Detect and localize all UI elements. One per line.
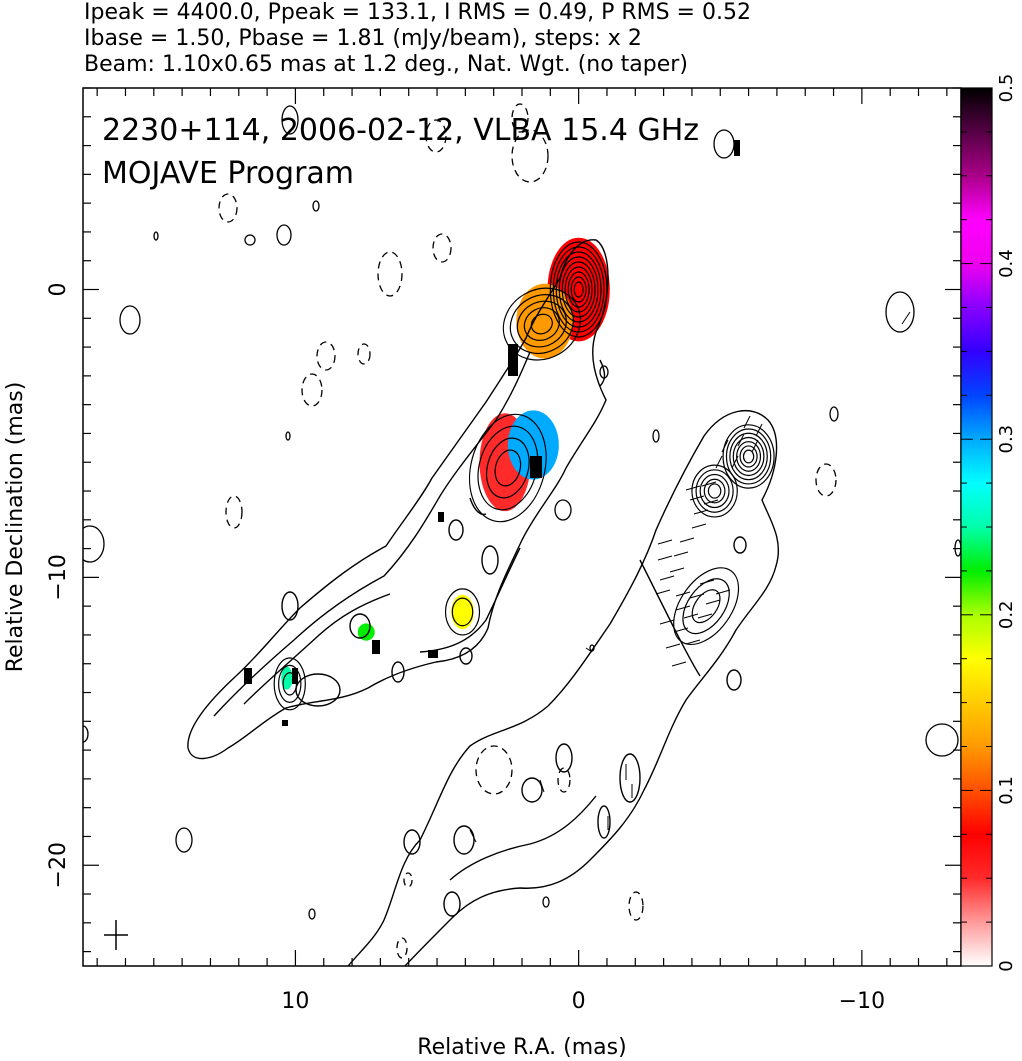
colorbar-labels: 0 0.1 0.2 0.3 0.4 0.5 <box>996 74 1017 972</box>
contour-level <box>494 449 522 487</box>
plot-title: 2230+114, 2006-02-12, VLBA 15.4 GHz <box>102 113 699 148</box>
contour-level <box>703 478 726 504</box>
contour-level <box>725 428 772 485</box>
contour-level <box>502 287 581 361</box>
plot-frame <box>82 87 962 967</box>
polarization-edge-pixel-3 <box>244 668 252 684</box>
polarization-image <box>244 140 740 726</box>
contour-level <box>691 589 721 624</box>
contour-level <box>699 473 730 509</box>
colorbar-tick-label: 0.2 <box>996 600 1017 629</box>
y-tick-label: 0 <box>46 283 71 297</box>
contour-level <box>516 300 567 348</box>
contour-level <box>695 469 734 513</box>
colorbar-tick-label: 0.3 <box>996 425 1017 454</box>
polarization-edge-pixel-6 <box>428 650 438 658</box>
contour-level <box>739 445 758 468</box>
map-area: 2230+114, 2006-02-12, VLBA 15.4 GHz MOJA… <box>83 103 961 966</box>
contour-level <box>477 425 539 511</box>
source-contours <box>273 241 775 711</box>
colorbar-ticks <box>961 87 992 967</box>
polarization-edge-pixel-1 <box>530 456 542 478</box>
header-line-3: Beam: 1.10x0.65 mas at 1.2 deg., Nat. Wg… <box>84 52 688 77</box>
colorbar-tick-label: 0.1 <box>996 776 1017 805</box>
contour-level <box>691 464 738 518</box>
axis-tick-labels: 10 0 −10 0 −10 −20 <box>46 283 885 1014</box>
contour-level <box>673 567 740 646</box>
colorbar-tick-label: 0.5 <box>996 74 1017 103</box>
contour-level <box>530 313 553 335</box>
contour-level <box>736 441 762 472</box>
contour-level <box>729 432 768 481</box>
contour-level <box>282 672 298 696</box>
plot-subtitle: MOJAVE Program <box>102 156 354 191</box>
contour-source-1 <box>502 287 581 361</box>
contour-level <box>682 578 730 635</box>
x-tick-label: 0 <box>572 989 586 1014</box>
y-tick-label: −20 <box>46 842 71 888</box>
contour-level <box>567 271 590 308</box>
contour-level <box>732 436 765 477</box>
contour-source-0 <box>549 241 608 338</box>
contour-level <box>549 241 608 338</box>
axis-ticks <box>83 87 961 966</box>
y-tick-label: −10 <box>46 554 71 600</box>
contour-level <box>570 276 587 303</box>
polarization-patch-4 <box>451 594 474 630</box>
x-axis-label: Relative R.A. (mas) <box>417 1035 626 1060</box>
header-line-1: Ipeak = 4400.0, Ppeak = 133.1, I RMS = 0… <box>84 0 751 25</box>
colorbar-tick-label: 0.4 <box>996 249 1017 278</box>
y-axis-label: Relative Declination (mas) <box>3 382 28 673</box>
contour-level <box>485 437 530 499</box>
jet-contours-counter <box>347 409 780 966</box>
x-tick-label: −10 <box>839 989 885 1014</box>
contour-level <box>561 261 596 318</box>
contour-level <box>742 449 755 464</box>
polarization-edge-pixel-2 <box>438 512 444 522</box>
colorbar-tick-label: 0 <box>996 960 1017 971</box>
contour-level <box>273 657 306 711</box>
contour-level <box>509 294 574 355</box>
contour-level <box>558 256 599 323</box>
beam-marker <box>104 920 128 950</box>
counter-jet-outer-contour <box>347 409 780 966</box>
contour-source-4 <box>273 657 306 711</box>
contour-source-3 <box>444 588 481 636</box>
negative-contours <box>218 103 837 959</box>
contour-source-5 <box>722 424 775 489</box>
contour-level <box>573 281 584 298</box>
jet-contours-main <box>187 239 609 760</box>
contour-level <box>722 424 775 489</box>
polarization-edge-pixel-5 <box>372 640 380 654</box>
contour-level <box>451 597 474 627</box>
contour-source-6 <box>691 464 738 518</box>
polarization-patch-1 <box>516 283 573 359</box>
contour-level <box>444 588 481 636</box>
polarization-vectors <box>469 311 911 843</box>
contour-source-2 <box>468 413 547 523</box>
contour-level <box>468 413 547 523</box>
polarization-edge-pixel-8 <box>734 140 740 156</box>
contour-level <box>564 266 593 313</box>
header-line-2: Ibase = 1.50, Pbase = 1.81 (mJy/beam), s… <box>84 26 642 51</box>
contour-level <box>278 664 302 703</box>
polarization-edge-pixel-7 <box>282 720 288 726</box>
x-tick-label: 10 <box>281 989 309 1014</box>
contour-source-7 <box>673 567 740 646</box>
isolated-contours <box>83 105 961 920</box>
contour-level <box>707 483 722 499</box>
contour-level <box>523 307 560 341</box>
